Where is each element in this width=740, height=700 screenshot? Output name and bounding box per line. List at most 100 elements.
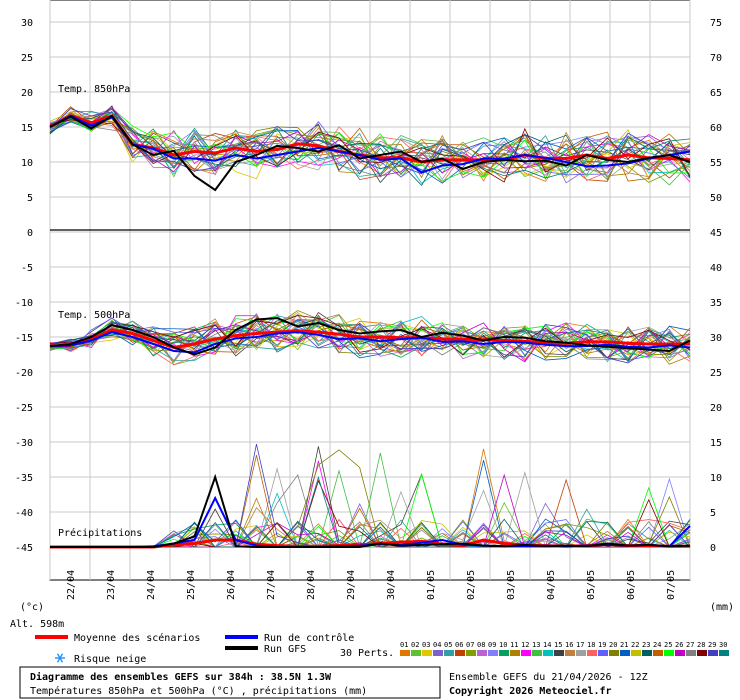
gfs-t850-line (49, 114, 691, 192)
pert-swatch-23 (642, 650, 652, 656)
right-tick-label: 75 (710, 18, 722, 29)
pert-swatch-19 (598, 650, 608, 656)
pert-number-06: 06 (455, 641, 463, 649)
pert-swatch-04 (433, 650, 443, 656)
left-tick-label: 0 (27, 228, 33, 239)
left-tick-label: -10 (15, 298, 33, 309)
footer-title: Diagramme des ensembles GEFS sur 384h : … (30, 671, 332, 683)
pert-swatch-28 (697, 650, 707, 656)
left-tick-label: -45 (15, 543, 33, 554)
pert-swatch-30 (719, 650, 729, 656)
right-tick-label: 5 (710, 508, 716, 519)
pert-number-02: 02 (411, 641, 419, 649)
main-series (49, 114, 691, 549)
x-tick-label: 26/04 (226, 570, 237, 600)
legend: Moyenne des scénarios Run de contrôle Ru… (35, 632, 729, 665)
pert-swatch-12 (521, 650, 531, 656)
pert-number-15: 15 (554, 641, 562, 649)
x-tick-label: 24/04 (146, 570, 157, 600)
x-tick-label: 30/04 (386, 570, 397, 600)
left-tick-label: -40 (15, 508, 33, 519)
pert-number-30: 30 (719, 641, 727, 649)
x-tick-label: 01/05 (426, 570, 437, 600)
pert-swatch-24 (653, 650, 663, 656)
right-tick-label: 40 (710, 263, 722, 274)
x-axis-ticks: 22/04 23/04 24/04 25/04 26/04 27/04 28/04 29/04… (66, 570, 677, 600)
pert-number-18: 18 (587, 641, 595, 649)
right-tick-label: 50 (710, 193, 722, 204)
member-t500-line (49, 310, 691, 358)
left-tick-label: 10 (21, 158, 33, 169)
pert-swatch-21 (620, 650, 630, 656)
right-tick-label: 45 (710, 228, 722, 239)
x-tick-label: 02/05 (466, 570, 477, 600)
perturbation-legend: 01 02 03 04 05 06 07 08 09 10 11 12 13 14 15 16 17 18 19 20… (400, 641, 729, 656)
x-tick-label: 27/04 (266, 570, 277, 600)
right-tick-label: 70 (710, 53, 722, 64)
member-t500-line (49, 319, 691, 363)
gfs-t500-line (49, 317, 691, 356)
pert-number-08: 08 (477, 641, 485, 649)
pert-number-10: 10 (499, 641, 507, 649)
pert-number-23: 23 (642, 641, 650, 649)
right-tick-label: 35 (710, 298, 722, 309)
left-tick-label: -30 (15, 438, 33, 449)
pert-swatch-07 (466, 650, 476, 656)
right-tick-label: 15 (710, 438, 722, 449)
control-t500-line (49, 331, 691, 354)
x-tick-label: 06/05 (626, 570, 637, 600)
pert-number-22: 22 (631, 641, 639, 649)
left-unit-label: (°c) (20, 602, 44, 613)
pert-number-01: 01 (400, 641, 408, 649)
left-tick-label: -15 (15, 333, 33, 344)
member-t850-line (49, 117, 691, 178)
pert-swatch-13 (532, 650, 542, 656)
right-unit-label: (mm) (710, 602, 734, 613)
pert-swatch-15 (554, 650, 564, 656)
footer-box (19, 666, 441, 699)
member-t500-line (49, 320, 691, 355)
right-tick-label: 20 (710, 403, 722, 414)
pert-number-11: 11 (510, 641, 518, 649)
panel-label-precip: Précipitations (58, 527, 142, 539)
pert-swatch-06 (455, 650, 465, 656)
pert-swatch-22 (631, 650, 641, 656)
x-tick-label: 05/05 (586, 570, 597, 600)
footer-run: Ensemble GEFS du 21/04/2026 - 12Z (449, 672, 648, 683)
pert-number-07: 07 (466, 641, 474, 649)
pert-swatch-10 (499, 650, 509, 656)
panel-label-t500: Temp. 500hPa (58, 310, 130, 321)
pert-swatch-18 (587, 650, 597, 656)
pert-number-05: 05 (444, 641, 452, 649)
left-tick-label: -25 (15, 403, 33, 414)
right-tick-label: 25 (710, 368, 722, 379)
pert-number-04: 04 (433, 641, 441, 649)
pert-swatch-05 (444, 650, 454, 656)
footer-copyright: Copyright 2026 Meteociel.fr (449, 685, 612, 697)
footer-subtitle: Températures 850hPa et 500hPa (°C) , pré… (30, 685, 367, 697)
legend-snow-label: Risque neige (74, 654, 146, 665)
pert-number-29: 29 (708, 641, 716, 649)
left-axis-ticks: 30 25 20 15 10 5 0 -5 -10 -15 -20 -25 -30 -35 -40 -45 (15, 18, 33, 554)
pert-swatch-20 (609, 650, 619, 656)
x-tick-label: 07/05 (666, 570, 677, 600)
pert-number-26: 26 (675, 641, 683, 649)
right-tick-label: 65 (710, 88, 722, 99)
pert-swatch-16 (565, 650, 575, 656)
right-tick-label: 30 (710, 333, 722, 344)
pert-number-28: 28 (697, 641, 705, 649)
x-tick-label: 23/04 (106, 570, 117, 600)
pert-number-09: 09 (488, 641, 496, 649)
pert-number-27: 27 (686, 641, 694, 649)
x-tick-label: 28/04 (306, 570, 317, 600)
right-tick-label: 60 (710, 123, 722, 134)
pert-number-20: 20 (609, 641, 617, 649)
member-t500-line (49, 311, 691, 360)
pert-swatch-26 (675, 650, 685, 656)
panel-label-t850: Temp. 850hPa (58, 84, 130, 95)
legend-mean-label: Moyenne des scénarios (74, 632, 200, 644)
pert-number-17: 17 (576, 641, 584, 649)
left-tick-label: 15 (21, 123, 33, 134)
left-tick-label: 25 (21, 53, 33, 64)
